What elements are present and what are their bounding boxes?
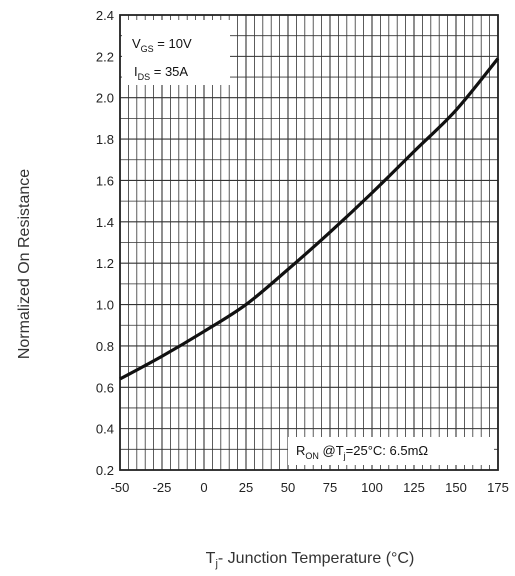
reference-box xyxy=(288,437,494,465)
x-tick-label: 25 xyxy=(239,480,253,495)
y-tick-label: 0.2 xyxy=(96,463,114,478)
y-tick-label: 0.4 xyxy=(96,422,114,437)
y-tick-label: 1.6 xyxy=(96,173,114,188)
x-tick-label: -25 xyxy=(153,480,172,495)
x-axis-title: Tj- Junction Temperature (°C) xyxy=(206,550,415,570)
y-tick-label: 2.0 xyxy=(96,91,114,106)
x-tick-label: -50 xyxy=(111,480,130,495)
grid xyxy=(119,14,499,471)
y-tick-label: 1.4 xyxy=(96,215,114,230)
x-tick-label: 75 xyxy=(323,480,337,495)
x-tick-label: 125 xyxy=(403,480,425,495)
y-tick-labels: 0.2 0.4 0.6 0.8 1.0 1.2 1.4 1.6 1.8 2.0 2.2 2.4 xyxy=(96,8,114,478)
y-tick-label: 0.8 xyxy=(96,339,114,354)
x-tick-label: 100 xyxy=(361,480,383,495)
x-tick-labels: -50 -25 0 25 50 75 100 125 150 175 xyxy=(111,480,509,495)
x-tick-label: 50 xyxy=(281,480,295,495)
x-tick-label: 0 xyxy=(200,480,207,495)
y-axis-title: Normalized On Resistance xyxy=(16,169,33,359)
ron-annotation: RON @Tj=25°C: 6.5mΩ xyxy=(296,443,428,461)
on-resistance-curve xyxy=(119,57,500,381)
y-tick-label: 1.0 xyxy=(96,298,114,313)
conditions-box xyxy=(122,20,230,85)
vgs-annotation: VGS = 10V xyxy=(132,36,192,54)
x-tick-label: 175 xyxy=(487,480,509,495)
y-tick-label: 0.6 xyxy=(96,380,114,395)
curve-layer xyxy=(119,57,500,381)
ids-annotation: IDS = 35A xyxy=(134,64,188,82)
y-tick-label: 1.2 xyxy=(96,256,114,271)
y-tick-label: 2.4 xyxy=(96,8,114,23)
plot-frame xyxy=(119,14,499,471)
x-tick-label: 150 xyxy=(445,480,467,495)
y-tick-label: 2.2 xyxy=(96,49,114,64)
y-tick-label: 1.8 xyxy=(96,132,114,147)
